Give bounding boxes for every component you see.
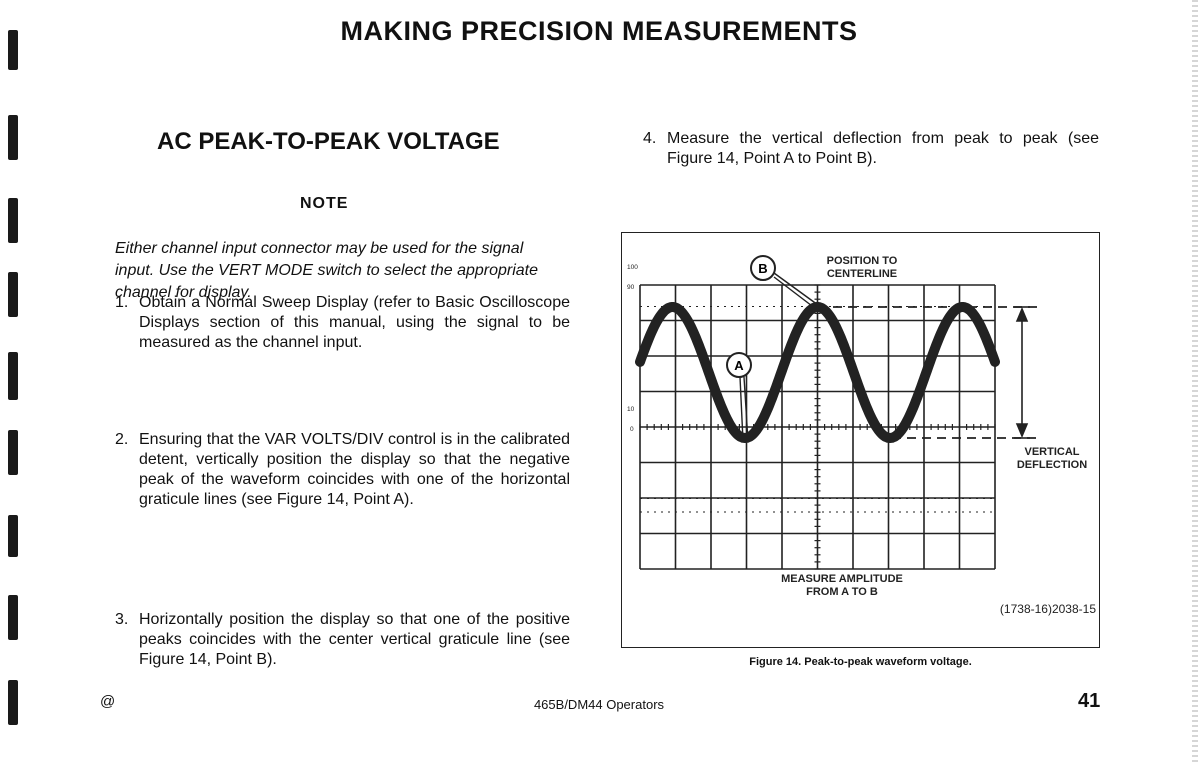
binder-hole bbox=[8, 515, 18, 557]
step-text: Horizontally position the display so tha… bbox=[139, 611, 570, 668]
point-a-leader bbox=[739, 376, 744, 442]
point-b-circle bbox=[750, 255, 776, 281]
point-a-callout: A bbox=[726, 352, 752, 442]
graticule-dotted-lines bbox=[640, 306, 995, 513]
binder-hole bbox=[8, 352, 18, 400]
figure-label-right: DEFLECTION bbox=[1017, 459, 1087, 471]
footer-mark: @ bbox=[100, 693, 116, 710]
step-text: Ensuring that the VAR VOLTS/DIV control … bbox=[139, 431, 570, 508]
binder-hole bbox=[8, 272, 18, 317]
page-edge bbox=[1192, 0, 1198, 763]
step-item: 3. Horizontally position the display so … bbox=[115, 610, 570, 670]
step-text: Measure the vertical deflection from pea… bbox=[667, 130, 1099, 167]
step-number: 3. bbox=[115, 611, 129, 628]
point-a-circle bbox=[726, 352, 752, 378]
binder-hole bbox=[8, 115, 18, 160]
figure-label-top: POSITION TO bbox=[827, 255, 898, 267]
step-item: 1. Obtain a Normal Sweep Display (refer … bbox=[115, 293, 570, 353]
arrow-head-down bbox=[1015, 423, 1029, 439]
point-b-leader bbox=[773, 276, 817, 310]
figure-label-bottom: FROM A TO B bbox=[806, 586, 878, 598]
binder-hole bbox=[8, 680, 18, 725]
binder-hole bbox=[8, 30, 18, 70]
scale-label-0: 0 bbox=[630, 426, 634, 433]
scale-label-10: 10 bbox=[627, 406, 635, 413]
figure-caption: Figure 14. Peak-to-peak waveform voltage… bbox=[749, 656, 972, 668]
figure-code: (1738-16)2038-15 bbox=[1000, 602, 1096, 616]
step-number: 1. bbox=[115, 294, 129, 311]
point-b-leader bbox=[773, 272, 819, 306]
figure-label-top: CENTERLINE bbox=[827, 268, 897, 280]
binder-hole bbox=[8, 430, 18, 475]
note-text: Either channel input connector may be us… bbox=[115, 240, 539, 301]
section-heading: AC PEAK-TO-PEAK VOLTAGE bbox=[157, 128, 500, 155]
scale-label-90: 90 bbox=[627, 284, 635, 291]
page-title: MAKING PRECISION MEASUREMENTS bbox=[340, 16, 858, 46]
step-number: 4. bbox=[643, 130, 657, 147]
arrow-head-up bbox=[1015, 306, 1029, 322]
deflection-arrow bbox=[1014, 306, 1030, 439]
binder-hole bbox=[8, 595, 18, 640]
binder-hole bbox=[8, 198, 18, 243]
figure-label-bottom: MEASURE AMPLITUDE bbox=[781, 573, 903, 585]
point-a-leader bbox=[743, 376, 749, 442]
scale-label-100: 100 bbox=[627, 264, 638, 271]
figure-label-right: VERTICAL bbox=[1025, 446, 1080, 458]
note-heading: NOTE bbox=[300, 195, 349, 212]
step-text: Obtain a Normal Sweep Display (refer to … bbox=[139, 294, 570, 351]
figure-14: B A 100 90 10 0 POSITION TO CENTERLINE M… bbox=[621, 232, 1100, 648]
waveform-trace bbox=[635, 302, 1000, 443]
step-item: 4. Measure the vertical deflection from … bbox=[643, 129, 1099, 169]
footer-manual-title: 465B/DM44 Operators bbox=[533, 697, 665, 712]
step-item: 2. Ensuring that the VAR VOLTS/DIV contr… bbox=[115, 430, 570, 510]
waveform-diagram: B A 100 90 10 0 POSITION TO CENTERLINE M… bbox=[627, 255, 1096, 616]
point-a-label: A bbox=[734, 358, 744, 373]
page-number: 41 bbox=[1078, 690, 1101, 712]
step-number: 2. bbox=[115, 431, 129, 448]
point-b-callout: B bbox=[750, 255, 819, 310]
point-b-label: B bbox=[758, 261, 767, 276]
